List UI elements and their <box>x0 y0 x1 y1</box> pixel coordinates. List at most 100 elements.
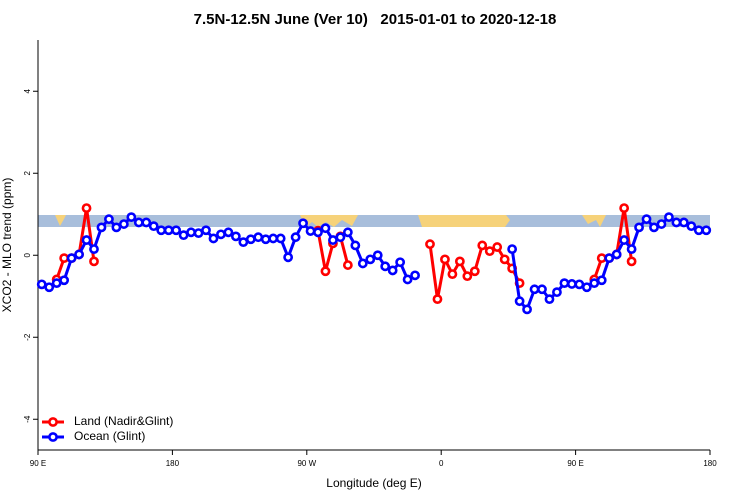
series-line <box>510 215 707 311</box>
data-point <box>245 234 256 245</box>
land-patch <box>300 215 358 227</box>
data-point <box>559 278 570 289</box>
x-axis-label: Longitude (deg E) <box>326 476 421 490</box>
data-point <box>298 218 308 229</box>
chart-title: 7.5N-12.5N June (Ver 10) 2015-01-01 to 2… <box>194 11 557 28</box>
land-patch <box>582 215 606 227</box>
data-point <box>507 244 518 254</box>
data-point <box>402 274 413 285</box>
data-point <box>51 278 62 289</box>
y-tick-label: 4 <box>23 88 32 93</box>
data-point <box>275 233 286 244</box>
y-tick-label: -4 <box>23 415 32 423</box>
data-point <box>96 222 107 233</box>
data-point <box>574 279 585 290</box>
land-patch <box>55 215 66 226</box>
legend-label: Land (Nadir&Glint) <box>74 414 173 428</box>
data-point <box>454 256 465 267</box>
data-point <box>342 260 353 270</box>
data-point <box>141 217 152 228</box>
x-tick-label: 90 E <box>30 459 46 468</box>
y-tick-label: 0 <box>23 252 32 257</box>
data-point <box>701 225 712 236</box>
data-point <box>111 222 122 233</box>
data-point <box>342 227 353 238</box>
data-point <box>365 254 376 265</box>
data-point <box>118 219 129 229</box>
data-point <box>163 225 174 236</box>
data-point <box>686 221 697 232</box>
data-point <box>656 219 667 229</box>
band <box>38 215 710 227</box>
data-point <box>193 228 204 239</box>
data-point <box>566 279 577 289</box>
data-point <box>238 237 249 248</box>
data-point <box>66 253 77 264</box>
data-point <box>126 212 137 223</box>
data-point <box>178 230 189 241</box>
data-point <box>148 221 159 232</box>
data-point <box>499 254 510 265</box>
legend-marker <box>48 417 58 427</box>
data-point <box>59 275 70 286</box>
land-mask-band <box>38 215 710 227</box>
data-point <box>596 253 607 264</box>
data-point <box>36 279 47 290</box>
data-point <box>290 232 301 243</box>
data-point <box>589 278 600 289</box>
data-point <box>133 217 144 228</box>
data-point <box>671 217 682 228</box>
data-point <box>544 294 555 305</box>
data-point <box>156 225 167 236</box>
data-point <box>104 214 114 225</box>
data-point <box>462 271 473 282</box>
data-point <box>171 225 182 236</box>
data-point <box>216 229 226 240</box>
legend-marker <box>48 432 58 442</box>
data-point <box>208 233 219 244</box>
data-point <box>335 232 346 243</box>
data-point <box>678 217 689 228</box>
data-point <box>81 235 92 245</box>
data-point <box>552 287 562 298</box>
data-point <box>89 256 99 267</box>
data-point <box>484 246 495 257</box>
data-point <box>626 244 637 254</box>
data-point <box>611 249 622 260</box>
data-point <box>649 222 659 233</box>
data-point <box>283 252 294 263</box>
data-point <box>641 214 652 225</box>
x-tick-label: 180 <box>703 459 717 468</box>
data-point <box>492 242 503 252</box>
data-point <box>477 240 488 251</box>
data-point <box>305 226 316 236</box>
y-tick-label: 2 <box>23 170 32 175</box>
data-point <box>596 275 607 286</box>
data-point <box>634 222 644 233</box>
land-patch <box>418 215 510 227</box>
data-point <box>410 270 420 281</box>
data-point <box>537 284 547 295</box>
data-point <box>626 256 637 267</box>
data-point <box>260 234 271 245</box>
data-point <box>372 250 383 261</box>
data-point <box>522 304 532 315</box>
data-point <box>89 244 99 254</box>
data-point <box>387 265 398 276</box>
data-point <box>59 253 70 264</box>
data-point <box>447 269 458 280</box>
data-point <box>469 266 480 277</box>
data-point <box>201 225 211 236</box>
data-point <box>81 203 92 213</box>
x-tick-label: 90 W <box>297 459 316 468</box>
data-point <box>619 203 630 213</box>
y-axis-label: XCO2 - MLO trend (ppm) <box>0 178 14 313</box>
data-point <box>619 235 630 245</box>
data-point <box>268 233 279 244</box>
data-point <box>320 223 331 234</box>
data-point <box>223 227 234 238</box>
data-point <box>186 227 196 238</box>
data-point <box>313 227 323 238</box>
data-point <box>425 239 435 250</box>
